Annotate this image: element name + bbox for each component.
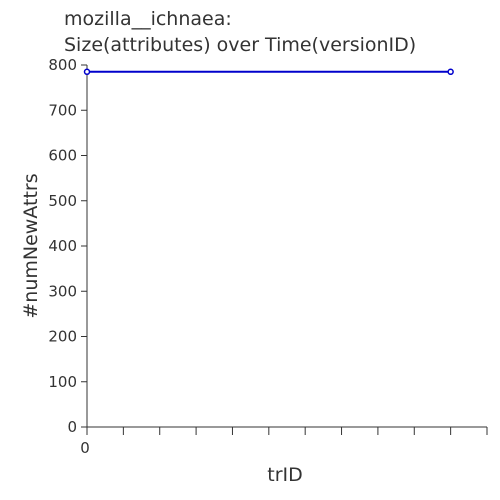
y-tick-label: 300	[48, 282, 77, 300]
y-tick-label: 0	[67, 418, 77, 436]
y-tick-label: 700	[48, 101, 77, 119]
y-tick-label: 800	[48, 56, 77, 74]
chart-title-line-1: mozilla__ichnaea:	[64, 8, 232, 30]
x-axis: 0	[80, 426, 488, 457]
data-point	[447, 68, 454, 76]
y-tick-label: 500	[48, 192, 77, 210]
y-tick-label: 400	[48, 237, 77, 255]
chart-title-line-2: Size(attributes) over Time(versionID)	[64, 34, 416, 56]
y-tick-label: 100	[48, 373, 77, 391]
x-axis-label: trID	[267, 464, 303, 486]
series-group	[83, 68, 454, 76]
y-axis: 0 100 200 300 400 500 600 700 800	[48, 56, 88, 436]
y-tick-label: 600	[48, 147, 77, 165]
data-point	[83, 68, 91, 76]
y-tick-label: 200	[48, 328, 77, 346]
x-tick-label: 0	[80, 439, 90, 457]
y-axis-label: #numNewAttrs	[20, 173, 42, 318]
